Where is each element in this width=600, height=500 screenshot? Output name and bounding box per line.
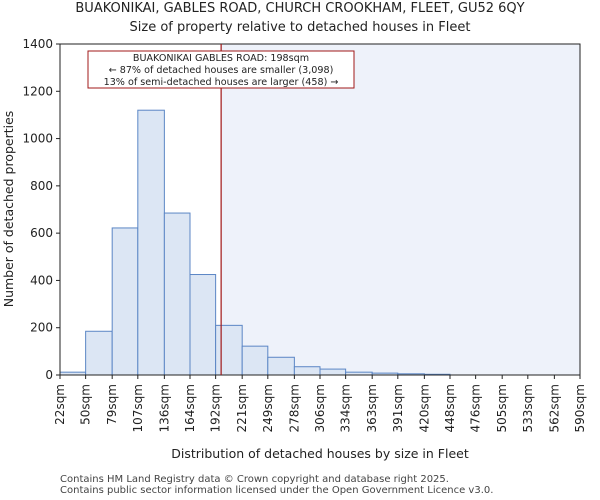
x-axis: 22sqm 50sqm 79sqm 107sqm 136sqm 164sqm 192sqm 2… <box>53 375 587 432</box>
x-tick-label: 278sqm <box>287 384 301 432</box>
y-tick-label: 800 <box>30 179 53 193</box>
x-tick-label: 590sqm <box>573 384 587 432</box>
footer-line-2: Contains public sector information licen… <box>60 485 494 496</box>
y-axis: 0 200 400 600 800 1000 1200 1400 <box>22 37 60 382</box>
bar-278sqm <box>293 366 321 376</box>
y-tick-label: 1200 <box>22 84 53 98</box>
y-tick-label: 1000 <box>22 132 53 146</box>
x-tick-label: 22sqm <box>53 384 67 425</box>
chart-title: BUAKONIKAI, GABLES ROAD, CHURCH CROOKHAM… <box>75 1 524 16</box>
bar-306sqm <box>319 368 347 376</box>
y-tick-label: 400 <box>30 273 53 287</box>
x-tick-label: 505sqm <box>495 384 509 432</box>
annotation-line-1: BUAKONIKAI GABLES ROAD: 198sqm <box>133 53 309 64</box>
bar-221sqm <box>241 345 269 376</box>
footer-line-1: Contains HM Land Registry data © Crown c… <box>60 474 449 485</box>
bar-79sqm <box>111 227 139 376</box>
y-axis-label: Number of detached properties <box>1 111 16 308</box>
bar-164sqm <box>189 274 217 376</box>
x-tick-label: 533sqm <box>521 384 535 432</box>
x-tick-label: 249sqm <box>261 384 275 432</box>
annotation-box <box>87 50 355 89</box>
x-tick-label: 334sqm <box>339 384 353 432</box>
x-tick-label: 221sqm <box>235 384 249 432</box>
x-tick-label: 476sqm <box>469 384 483 432</box>
x-axis-label: Distribution of detached houses by size … <box>171 446 469 461</box>
x-tick-label: 192sqm <box>209 384 223 432</box>
x-tick-label: 306sqm <box>313 384 327 432</box>
bar-136sqm <box>163 212 191 376</box>
x-tick-label: 50sqm <box>79 384 93 425</box>
annotation-line-2: ← 87% of detached houses are smaller (3,… <box>109 65 334 76</box>
y-tick-label: 1400 <box>22 37 53 51</box>
y-tick-label: 0 <box>45 368 53 382</box>
y-tick-label: 200 <box>30 321 53 335</box>
larger-region-shade <box>221 44 580 375</box>
x-tick-label: 562sqm <box>547 384 561 432</box>
bar-192sqm <box>215 324 243 376</box>
chart-subtitle: Size of property relative to detached ho… <box>130 20 471 35</box>
bar-249sqm <box>267 356 295 376</box>
annotation-line-3: 13% of semi-detached houses are larger (… <box>104 77 339 88</box>
x-tick-label: 136sqm <box>157 384 171 432</box>
x-tick-label: 391sqm <box>391 384 405 432</box>
bar-50sqm <box>85 330 113 376</box>
x-tick-label: 79sqm <box>105 384 119 425</box>
bar-107sqm <box>137 109 165 376</box>
x-tick-label: 420sqm <box>417 384 431 432</box>
y-tick-label: 600 <box>30 226 53 240</box>
x-tick-label: 448sqm <box>443 384 457 432</box>
x-tick-label: 164sqm <box>183 384 197 432</box>
bars-group <box>59 109 451 376</box>
x-tick-label: 363sqm <box>365 384 379 432</box>
x-tick-label: 107sqm <box>131 384 145 432</box>
